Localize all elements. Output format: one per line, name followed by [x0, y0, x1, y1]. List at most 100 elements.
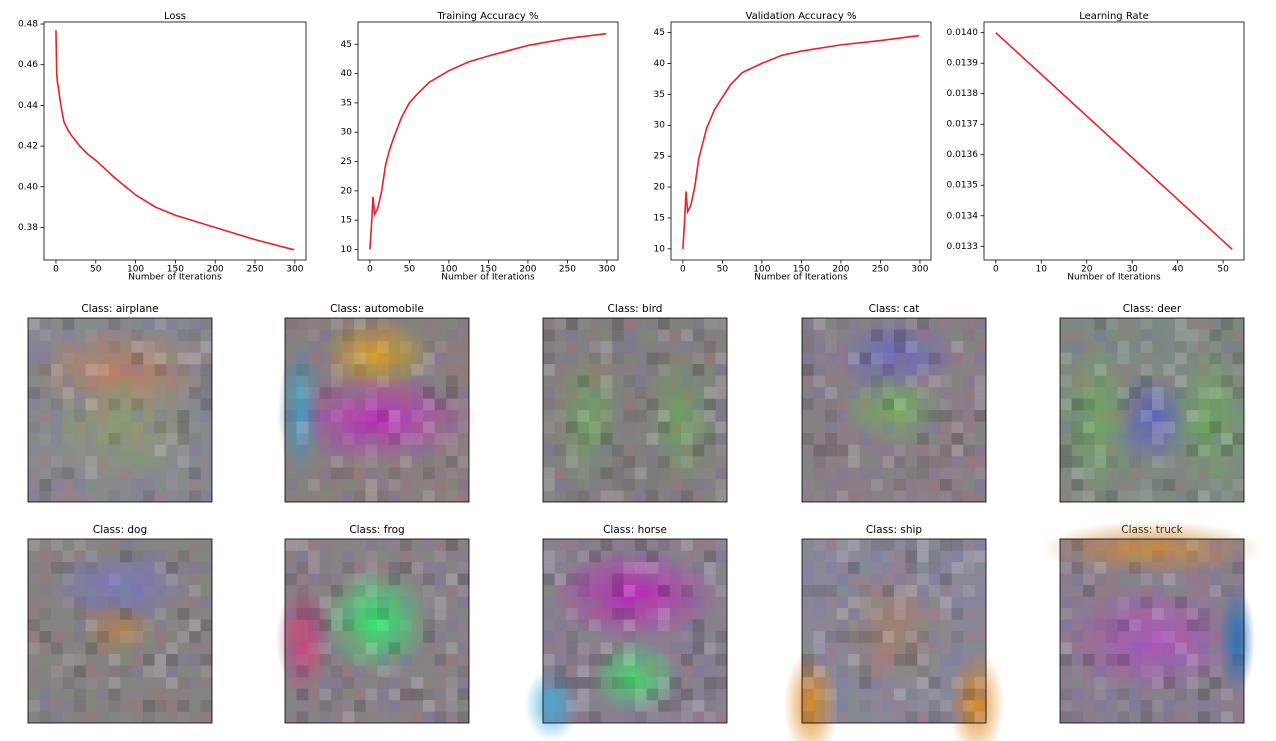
image-pixel [434, 433, 447, 445]
image-pixel [308, 456, 320, 468]
image-pixel [319, 318, 332, 330]
image-pixel [1083, 585, 1095, 597]
image-pixel [836, 352, 849, 365]
image-pixel [1060, 562, 1072, 574]
image-pixel [1221, 352, 1233, 365]
image-pixel [354, 318, 366, 330]
image-pixel [543, 608, 555, 620]
image-pixel [1210, 597, 1222, 609]
image-pixel [131, 562, 144, 574]
image-pixel [974, 596, 987, 609]
image-pixel [814, 491, 826, 503]
image-pixel [658, 387, 670, 399]
image-pixel [411, 387, 424, 399]
image-pixel [108, 352, 121, 365]
image-pixel [97, 387, 109, 399]
image-pixel [1232, 467, 1245, 480]
image-pixel [365, 352, 378, 365]
image-pixel [859, 318, 872, 330]
image-pixel [635, 539, 647, 551]
image-pixel [612, 456, 624, 468]
image-pixel [871, 398, 883, 411]
image-pixel [342, 341, 355, 353]
image-pixel [97, 444, 109, 457]
image-pixel [566, 631, 578, 643]
image-pixel [178, 387, 190, 399]
image-pixel [434, 654, 447, 666]
image-pixel [97, 654, 109, 666]
image-pixel [377, 445, 389, 457]
image-pixel [940, 364, 952, 376]
image-pixel [1186, 318, 1199, 330]
image-pixel [589, 421, 601, 434]
image-pixel [365, 456, 378, 468]
image-pixel [177, 410, 190, 422]
image-pixel [1106, 631, 1118, 643]
image-pixel [1175, 479, 1187, 491]
image-pixel [906, 491, 918, 503]
image-pixel [802, 329, 814, 342]
image-pixel [457, 387, 470, 399]
image-pixel [296, 387, 309, 399]
image-pixel [813, 539, 826, 551]
image-pixel [952, 318, 964, 330]
image-pixel [74, 619, 86, 632]
image-pixel [1233, 422, 1245, 434]
image-pixel [132, 376, 144, 388]
image-pixel [297, 341, 309, 353]
image-pixel [1187, 597, 1199, 609]
image-pixel [646, 573, 659, 586]
image-pixel [177, 318, 190, 330]
image-pixel [457, 642, 470, 655]
image-pixel [589, 631, 601, 643]
image-pixel [905, 410, 918, 422]
image-pixel [308, 352, 320, 365]
image-pixel [871, 387, 883, 399]
image-pixel [1060, 490, 1072, 503]
image-pixel [974, 444, 987, 457]
image-pixel [1083, 456, 1095, 468]
image-pixel [1198, 398, 1210, 411]
image-pixel [319, 433, 332, 445]
image-pixel [894, 619, 906, 632]
image-pixel [882, 654, 895, 666]
image-pixel [1117, 479, 1130, 491]
image-pixel [1117, 585, 1130, 597]
image-pixel [905, 654, 918, 666]
image-pixel [320, 539, 332, 551]
image-pixel [802, 479, 814, 491]
image-pixel [446, 444, 458, 457]
image-pixel [963, 410, 975, 422]
image-pixel [74, 410, 86, 422]
image-pixel [715, 444, 728, 457]
image-pixel [577, 711, 590, 724]
image-pixel [1083, 375, 1095, 388]
image-pixel [669, 654, 682, 666]
image-pixel [859, 421, 872, 434]
image-pixel [400, 631, 412, 643]
image-pixel [859, 352, 872, 365]
image-pixel [319, 490, 332, 503]
image-pixel [51, 539, 63, 551]
image-pixel [837, 643, 849, 655]
image-pixel [836, 341, 849, 353]
image-pixel [566, 562, 578, 574]
image-pixel [589, 654, 601, 666]
image-pixel [377, 585, 389, 597]
image-pixel [446, 456, 458, 468]
image-pixel [377, 422, 389, 434]
image-pixel [715, 479, 728, 491]
image-pixel [975, 574, 987, 586]
image-pixel [917, 410, 929, 422]
image-pixel [860, 445, 872, 457]
image-pixel [1071, 490, 1084, 503]
image-pixel [458, 330, 470, 342]
image-pixel [143, 654, 155, 666]
image-pixel [1083, 619, 1095, 632]
image-pixel [612, 689, 624, 701]
image-pixel [871, 467, 883, 480]
image-pixel [143, 573, 155, 586]
image-pixel [85, 387, 98, 399]
image-pixel [917, 654, 929, 666]
image-pixel [120, 608, 132, 620]
